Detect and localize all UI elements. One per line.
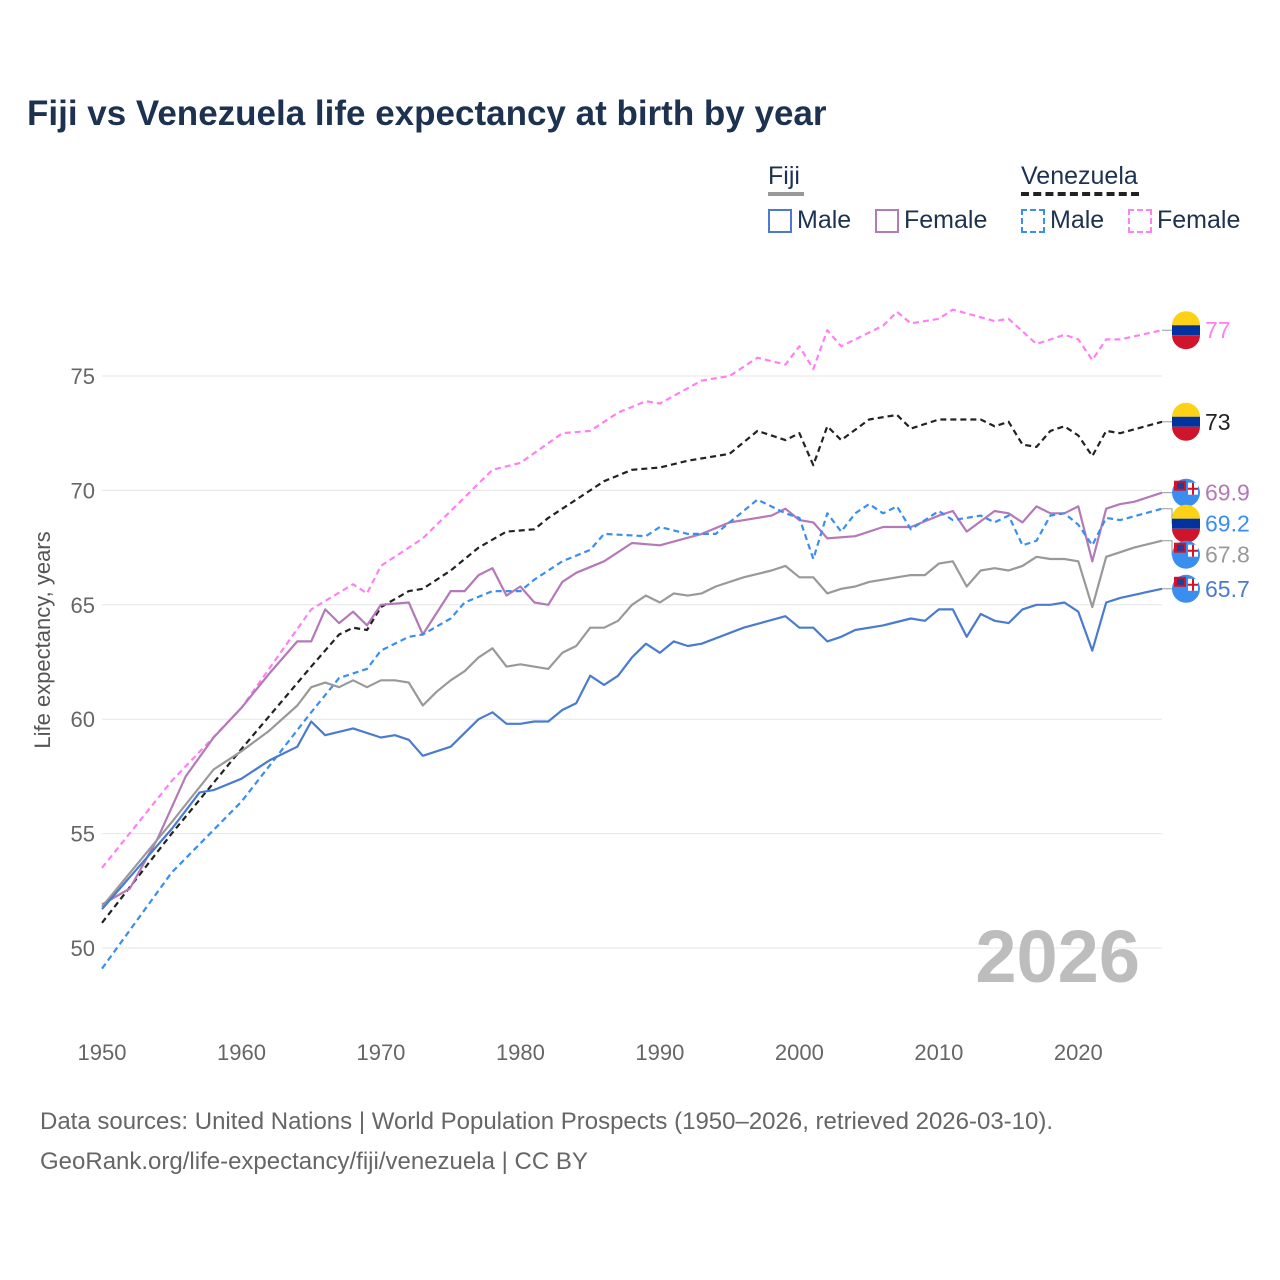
flag-union <box>1177 578 1184 585</box>
x-tick-label: 2010 <box>914 1040 963 1065</box>
x-tick-label: 1980 <box>496 1040 545 1065</box>
x-tick-label: 2020 <box>1054 1040 1103 1065</box>
footer-url: GeoRank.org/life-expectancy/fiji/venezue… <box>40 1148 588 1175</box>
venezuela-flag-icon <box>1172 504 1200 543</box>
y-tick-label: 65 <box>71 593 95 618</box>
flag-cross <box>1188 578 1198 591</box>
legend-venezuela-label: Venezuela <box>1021 162 1138 190</box>
chart-title: Fiji vs Venezuela life expectancy at bir… <box>27 94 827 133</box>
legend-fiji-female[interactable]: Female <box>875 206 987 235</box>
flag-stripe <box>1172 402 1200 417</box>
flag-stripe <box>1172 325 1200 336</box>
flag-union <box>1177 482 1184 489</box>
y-tick-label: 60 <box>71 707 95 732</box>
x-tick-label: 1950 <box>78 1040 127 1065</box>
flag-stripe <box>1172 426 1200 441</box>
legend-label: Female <box>904 206 988 234</box>
flag-cross <box>1188 482 1198 495</box>
legend-venezuela-female[interactable]: Female <box>1128 206 1240 235</box>
legend-swatch <box>768 208 792 233</box>
flag-union <box>1177 544 1184 551</box>
x-tick-label: 1970 <box>356 1040 405 1065</box>
series-line-venezuela-male <box>101 498 1163 970</box>
end-value-label: 67.8 <box>1205 542 1250 568</box>
x-tick-label: 2000 <box>775 1040 824 1065</box>
series-line-venezuela <box>101 413 1163 924</box>
legend-label: Female <box>1157 206 1241 234</box>
end-value-label: 77 <box>1205 317 1231 343</box>
legend-fiji-male[interactable]: Male <box>768 206 851 235</box>
series-line-fiji-female <box>101 491 1163 906</box>
fiji-flag-icon <box>1172 478 1200 507</box>
series-line-fiji <box>101 539 1163 908</box>
series-line-venezuela-female <box>101 308 1163 869</box>
legend-venezuela-header: Venezuela <box>1021 162 1139 196</box>
x-tick-label: 1960 <box>217 1040 266 1065</box>
year-watermark: 2026 <box>975 915 1140 998</box>
venezuela-flag-icon <box>1172 402 1200 441</box>
legend-fiji-line <box>768 192 804 196</box>
end-value-label: 69.2 <box>1205 511 1250 537</box>
flag-stripe <box>1172 504 1200 519</box>
flag-stripe <box>1172 311 1200 326</box>
y-tick-label: 55 <box>71 822 95 847</box>
fiji-flag-icon <box>1172 540 1200 569</box>
legend-label: Male <box>797 206 852 234</box>
legend-label: Male <box>1050 206 1105 234</box>
fiji-flag-icon <box>1172 574 1200 603</box>
y-tick-label: 75 <box>71 364 95 389</box>
y-tick-label: 70 <box>71 478 95 503</box>
footer-sources: Data sources: United Nations | World Pop… <box>40 1108 1054 1135</box>
flag-stripe <box>1172 335 1200 350</box>
legend-swatch <box>1128 208 1152 233</box>
series-line-fiji-male <box>101 587 1163 910</box>
end-value-label: 73 <box>1205 409 1231 435</box>
legend-fiji-header: Fiji <box>768 162 804 196</box>
end-value-label: 65.7 <box>1205 576 1250 602</box>
flag-cross <box>1188 544 1198 557</box>
legend-venezuela-line <box>1021 192 1139 196</box>
y-tick-label: 50 <box>71 936 95 961</box>
flag-stripe <box>1172 528 1200 543</box>
legend-fiji-label: Fiji <box>768 162 800 190</box>
end-value-label: 69.9 <box>1205 480 1250 506</box>
venezuela-flag-icon <box>1172 311 1200 350</box>
legend-swatch <box>1021 208 1045 233</box>
flag-stripe <box>1172 416 1200 427</box>
flag-stripe <box>1172 518 1200 529</box>
x-tick-label: 1990 <box>635 1040 684 1065</box>
legend-swatch <box>875 208 899 233</box>
y-axis-label: Life expectancy, years <box>30 531 55 748</box>
legend-venezuela-male[interactable]: Male <box>1021 206 1104 235</box>
